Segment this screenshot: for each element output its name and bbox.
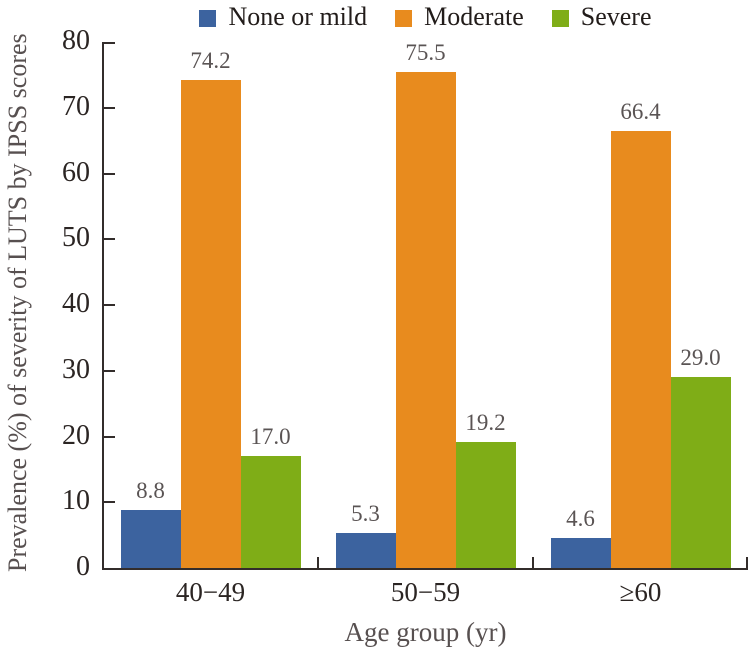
bar-value-label: 29.0 xyxy=(680,345,721,371)
legend-label: None or mild xyxy=(228,2,368,31)
bar xyxy=(550,537,611,568)
x-axis-title: Age group (yr) xyxy=(344,617,507,647)
bar-value-label: 5.3 xyxy=(351,501,380,527)
legend: None or mild Moderate Severe xyxy=(103,0,748,34)
y-tick-mark xyxy=(104,435,115,438)
x-tick-mark xyxy=(317,557,319,568)
y-tick-label: 70 xyxy=(62,90,90,122)
x-tick-mark xyxy=(532,557,534,568)
y-tick-label: 0 xyxy=(76,551,90,582)
bar xyxy=(395,71,456,568)
legend-item: Moderate xyxy=(395,2,524,32)
x-tick-mark xyxy=(746,557,748,568)
bar xyxy=(670,377,731,568)
y-tick-mark xyxy=(104,501,115,504)
x-axis-line xyxy=(102,568,748,570)
legend-swatch-icon xyxy=(551,9,569,27)
legend-swatch-icon xyxy=(199,9,217,27)
legend-label: Severe xyxy=(580,2,652,31)
legend-label: Moderate xyxy=(424,2,524,31)
bar xyxy=(455,441,516,568)
y-tick-label: 20 xyxy=(62,419,90,451)
legend-item: None or mild xyxy=(199,2,367,32)
legend-item: Severe xyxy=(551,2,652,32)
bar-value-label: 4.6 xyxy=(566,505,595,531)
y-tick-label: 40 xyxy=(62,288,90,319)
bar xyxy=(335,533,396,568)
y-tick-label: 50 xyxy=(62,222,90,254)
legend-swatch-icon xyxy=(395,9,413,27)
bar xyxy=(240,456,301,568)
y-tick-label: 60 xyxy=(62,156,90,188)
x-category-label: 40−49 xyxy=(175,577,246,607)
y-tick-label: 10 xyxy=(62,485,90,517)
bar xyxy=(120,510,181,568)
bar-value-label: 74.2 xyxy=(190,48,231,74)
x-category-label: 50−59 xyxy=(390,577,461,607)
bar xyxy=(180,80,241,568)
y-tick-label: 30 xyxy=(62,353,90,385)
y-tick-mark xyxy=(104,369,115,372)
y-tick-mark xyxy=(104,42,115,44)
y-tick-mark xyxy=(104,304,115,306)
y-axis-line xyxy=(102,42,104,570)
y-tick-label: 80 xyxy=(62,25,90,56)
x-category-label: ≥60 xyxy=(619,577,662,607)
bar-value-label: 17.0 xyxy=(250,424,291,450)
y-tick-mark xyxy=(104,238,115,241)
bar-value-label: 66.4 xyxy=(620,99,661,125)
bar-value-label: 75.5 xyxy=(405,39,446,65)
bar xyxy=(610,131,671,568)
bar-value-label: 8.8 xyxy=(136,478,165,504)
y-tick-mark xyxy=(104,172,115,175)
y-tick-mark xyxy=(104,106,115,109)
bar-value-label: 19.2 xyxy=(465,409,506,435)
